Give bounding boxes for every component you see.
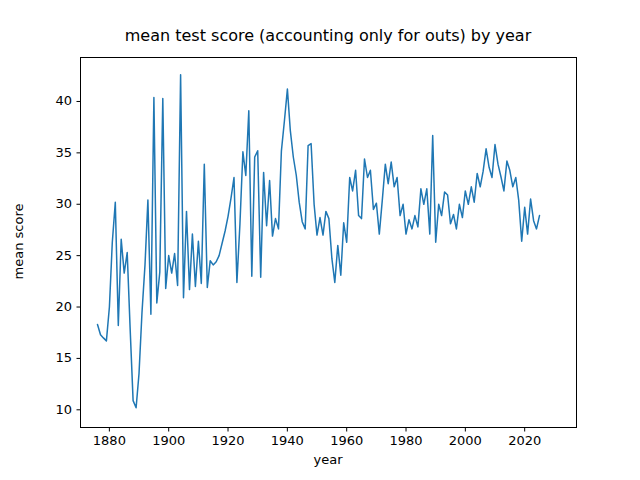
x-tick-label: 1900: [139, 433, 199, 448]
y-tick-label: 35: [26, 145, 72, 161]
x-tick-label: 2000: [435, 433, 495, 448]
x-tick-label: 1960: [317, 433, 377, 448]
tick-marks: [77, 101, 525, 431]
x-tick-label: 1940: [257, 433, 317, 448]
x-tick-label: 1880: [79, 433, 139, 448]
figure: mean test score (accounting only for out…: [0, 0, 640, 480]
plot-area: [0, 0, 640, 480]
x-tick-label: 1980: [376, 433, 436, 448]
x-tick-label: 1920: [198, 433, 258, 448]
x-axis-label: year: [80, 452, 576, 467]
y-tick-label: 30: [26, 196, 72, 212]
axes-frame: [81, 58, 577, 428]
y-tick-label: 20: [26, 299, 72, 315]
x-tick-label: 2020: [495, 433, 555, 448]
y-tick-label: 10: [26, 402, 72, 418]
y-tick-label: 15: [26, 350, 72, 366]
y-tick-label: 25: [26, 248, 72, 264]
line-series: [98, 75, 540, 408]
y-tick-label: 40: [26, 93, 72, 109]
y-axis-label: mean score: [11, 182, 26, 302]
